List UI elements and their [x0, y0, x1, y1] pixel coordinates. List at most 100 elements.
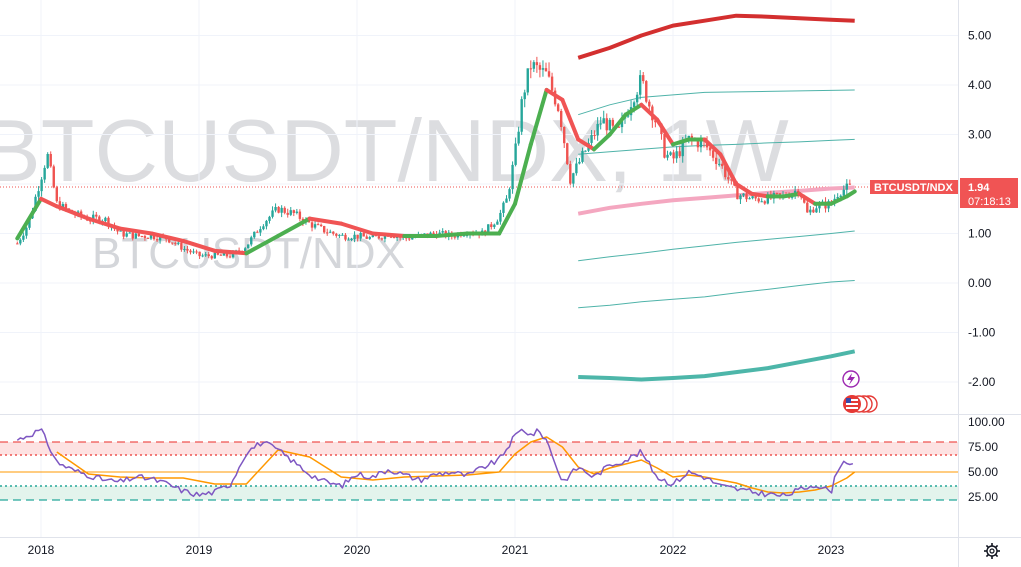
candle-body: [377, 236, 381, 239]
symbol-tag-label: BTCUSDT/NDX: [874, 182, 953, 194]
candle-body: [28, 218, 31, 228]
candle-body: [632, 102, 636, 108]
candle-body: [648, 101, 651, 107]
candle-body: [836, 197, 839, 199]
candle-body: [714, 157, 718, 164]
candle-body: [292, 210, 295, 213]
candle-body: [183, 248, 186, 250]
candle-body: [329, 231, 332, 233]
price-tick-label: 3.00: [968, 128, 992, 142]
ma-segment: [15, 196, 43, 241]
candle-body: [490, 224, 493, 228]
bar-countdown: 07:18:13: [968, 196, 1011, 208]
ma-segment: [276, 216, 312, 238]
candle-body: [286, 212, 289, 215]
candle-body: [201, 255, 204, 257]
candle-body: [809, 209, 812, 213]
time-tick-label: 2022: [660, 543, 687, 557]
candle-body: [572, 173, 575, 184]
rsi-oversold-zone: [0, 486, 958, 500]
candle-body: [359, 232, 362, 239]
ma-segment: [86, 216, 122, 231]
ma-segment: [339, 221, 375, 236]
candle-body: [775, 193, 779, 195]
candle-body: [171, 242, 174, 244]
candle-body: [432, 232, 435, 234]
ma-segment: [734, 182, 754, 196]
candle-body: [523, 92, 526, 100]
candle-body: [335, 233, 338, 236]
candle-body: [380, 238, 384, 240]
candle-body: [289, 210, 292, 215]
rsi-tick-label: 25.00: [968, 490, 998, 504]
candle-body: [338, 234, 341, 236]
candle-body: [818, 203, 821, 209]
candle-body: [322, 226, 326, 233]
candle-body: [559, 110, 563, 128]
candle-body: [654, 120, 657, 123]
candle-body: [344, 234, 347, 240]
candle-body: [590, 135, 593, 143]
ma-segment: [607, 112, 628, 137]
candle-body: [763, 201, 766, 204]
us-flag-icon[interactable]: [843, 395, 878, 413]
candle-body: [672, 152, 675, 159]
band-lower-2: [578, 280, 855, 309]
candle-body: [374, 235, 378, 237]
candle-body: [748, 198, 751, 200]
candle-body: [392, 236, 396, 239]
candle-body: [95, 214, 98, 217]
candle-body: [584, 150, 587, 152]
candle-body: [46, 153, 49, 168]
candle-body: [757, 198, 760, 202]
time-tick-label: 2018: [28, 543, 55, 557]
candle-body: [204, 254, 207, 256]
candle-body: [383, 234, 387, 239]
candle-body: [362, 232, 365, 237]
candle-body: [22, 235, 25, 240]
time-tick-label: 2023: [818, 543, 845, 557]
candle-body: [198, 251, 201, 257]
candle-body: [411, 237, 414, 240]
candle-body: [243, 248, 247, 252]
candle-body: [43, 167, 46, 180]
candle-body: [538, 65, 542, 70]
candle-body: [152, 235, 156, 240]
candle-body: [617, 126, 621, 128]
lightning-icon[interactable]: [842, 370, 860, 388]
candle-body: [104, 217, 107, 222]
candle-body: [803, 197, 806, 203]
ma-segment: [655, 117, 675, 147]
candle-body: [365, 236, 368, 239]
candle-body: [34, 196, 37, 211]
candle-body: [505, 198, 508, 203]
candle-body: [341, 234, 344, 236]
candle-body: [143, 236, 147, 238]
candle-body: [168, 239, 171, 243]
price-tag: BTCUSDT/NDX 1.94 07:18:13: [870, 178, 1018, 208]
candle-body: [174, 242, 177, 244]
candle-body: [496, 221, 499, 225]
candle-body: [730, 179, 733, 181]
band-middle: [577, 185, 855, 216]
settings-icon[interactable]: [984, 543, 1000, 559]
rsi-tick-label: 75.00: [968, 440, 998, 454]
candle-body: [663, 134, 666, 158]
candle-body: [620, 118, 624, 128]
candle-body: [602, 118, 605, 124]
candle-body: [541, 68, 545, 70]
candle-body: [137, 233, 141, 237]
ma-segment: [528, 87, 549, 147]
ma-segment: [434, 231, 470, 238]
last-price-value: 1.94: [968, 182, 990, 194]
candle-body: [760, 201, 763, 203]
candle-body: [569, 164, 572, 184]
candle-body: [186, 248, 189, 251]
candle-body: [696, 140, 700, 148]
candle-body: [259, 229, 262, 233]
candle-body: [793, 190, 797, 194]
candle-body: [52, 166, 55, 188]
rsi-overbought-zone: [0, 442, 958, 455]
candle-body: [98, 216, 101, 223]
candle-body: [332, 231, 335, 234]
